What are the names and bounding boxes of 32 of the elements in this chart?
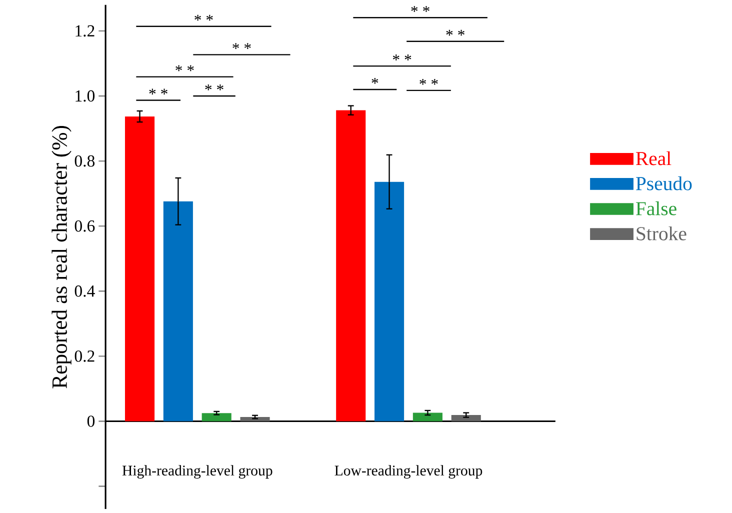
legend-label: Stroke — [636, 226, 686, 240]
bar — [202, 413, 232, 422]
y-tick-label: 1.2 — [76, 25, 94, 37]
legend-label: Real — [636, 151, 672, 166]
annotation: * * — [411, 6, 430, 12]
annotation: * * — [446, 30, 464, 36]
y-tick-label: 0.8 — [74, 155, 95, 167]
annotation: * * — [232, 43, 251, 49]
x-tick-label: Low-reading-level group — [334, 465, 482, 479]
annotation: * * — [149, 88, 168, 94]
annotation: * * — [392, 54, 412, 60]
y-tick-label: 1.0 — [76, 90, 95, 102]
bar — [451, 415, 481, 422]
annotation: * * — [205, 84, 224, 90]
annotation: * * — [194, 14, 213, 21]
bar — [124, 116, 155, 422]
bar — [412, 412, 442, 422]
y-tick-label: 0.4 — [74, 285, 95, 297]
bar — [163, 201, 193, 422]
annotation: * * — [420, 78, 438, 85]
annotation: * * — [176, 65, 194, 72]
bar — [240, 417, 270, 422]
y-axis-title: Reported as real character (%) — [52, 126, 72, 388]
legend-label: Pseudo — [636, 176, 692, 190]
y-tick-label: 0.6 — [74, 220, 95, 232]
legend-label: False — [636, 201, 676, 216]
bar — [336, 110, 366, 422]
bar — [374, 182, 404, 422]
annotation: * — [372, 78, 378, 84]
x-tick-label: High-reading-level group — [122, 465, 272, 479]
y-tick-label: 0 — [87, 416, 95, 427]
y-tick-label: 0.2 — [74, 350, 94, 362]
